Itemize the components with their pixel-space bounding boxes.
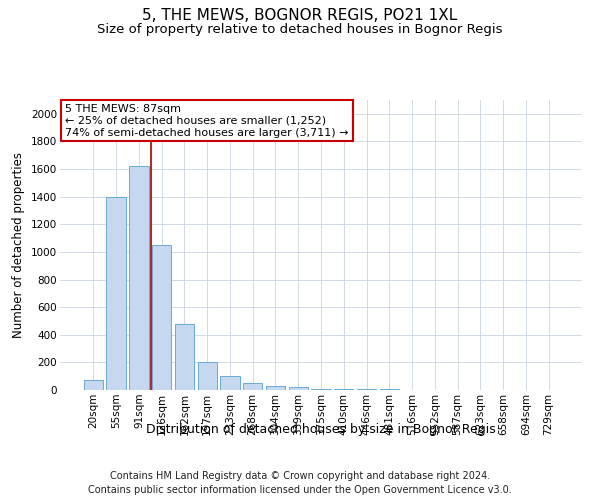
Bar <box>266 386 285 390</box>
Bar <box>129 166 149 390</box>
Bar <box>243 383 262 390</box>
Bar <box>106 196 126 390</box>
Bar <box>197 362 217 390</box>
Text: Distribution of detached houses by size in Bognor Regis: Distribution of detached houses by size … <box>146 422 496 436</box>
Text: 5 THE MEWS: 87sqm
← 25% of detached houses are smaller (1,252)
74% of semi-detac: 5 THE MEWS: 87sqm ← 25% of detached hous… <box>65 104 349 138</box>
Bar <box>334 389 353 390</box>
Bar <box>220 376 239 390</box>
Bar <box>175 324 194 390</box>
Text: 5, THE MEWS, BOGNOR REGIS, PO21 1XL: 5, THE MEWS, BOGNOR REGIS, PO21 1XL <box>142 8 458 22</box>
Bar <box>152 245 172 390</box>
Y-axis label: Number of detached properties: Number of detached properties <box>13 152 25 338</box>
Text: Contains HM Land Registry data © Crown copyright and database right 2024.
Contai: Contains HM Land Registry data © Crown c… <box>88 471 512 495</box>
Bar <box>289 387 308 390</box>
Text: Size of property relative to detached houses in Bognor Regis: Size of property relative to detached ho… <box>97 22 503 36</box>
Bar <box>84 380 103 390</box>
Bar <box>311 388 331 390</box>
